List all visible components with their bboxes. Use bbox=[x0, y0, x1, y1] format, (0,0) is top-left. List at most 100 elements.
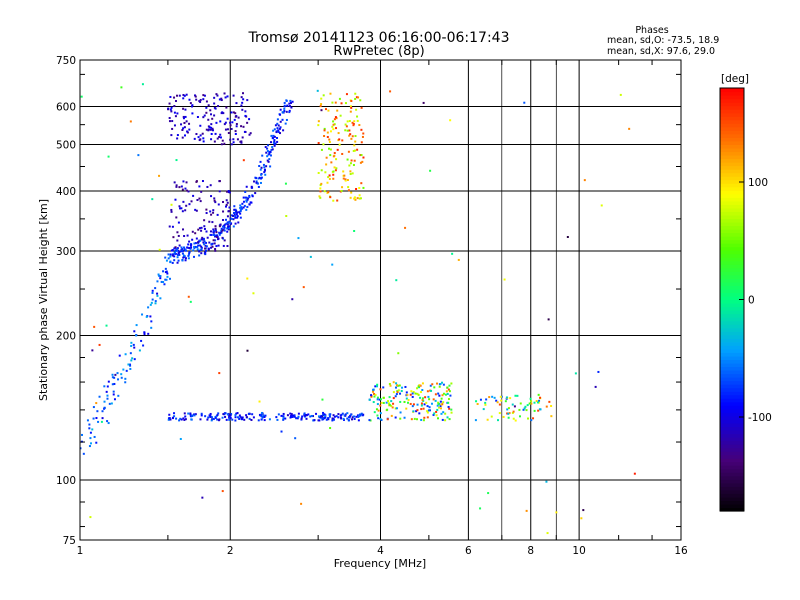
data-point bbox=[283, 107, 286, 110]
data-point bbox=[317, 124, 320, 127]
data-point bbox=[165, 270, 168, 273]
data-point bbox=[211, 242, 214, 245]
data-point bbox=[234, 416, 237, 419]
data-point bbox=[439, 407, 442, 410]
data-point bbox=[282, 412, 285, 415]
data-point bbox=[354, 140, 357, 143]
data-point bbox=[194, 232, 197, 235]
data-point bbox=[226, 215, 229, 218]
data-point bbox=[214, 235, 217, 238]
data-point bbox=[229, 121, 232, 124]
data-point bbox=[266, 159, 269, 162]
data-point bbox=[440, 403, 443, 406]
data-point bbox=[215, 245, 218, 248]
data-point bbox=[251, 195, 254, 198]
data-point bbox=[198, 254, 201, 257]
data-point bbox=[405, 407, 408, 410]
data-point bbox=[214, 225, 217, 228]
data-point bbox=[353, 120, 356, 123]
colorbar-tick-labels: 100 0 -100 bbox=[748, 177, 772, 424]
data-point bbox=[181, 259, 184, 262]
data-point bbox=[250, 418, 253, 421]
colorbar-segment bbox=[720, 465, 744, 470]
data-point bbox=[511, 411, 514, 414]
data-point bbox=[189, 244, 192, 247]
data-point bbox=[447, 401, 450, 404]
data-point bbox=[332, 414, 335, 417]
data-point bbox=[507, 412, 510, 415]
data-point bbox=[527, 417, 530, 420]
colorbar-segment bbox=[720, 236, 744, 241]
data-point bbox=[258, 165, 261, 168]
colorbar-segment bbox=[720, 260, 744, 265]
data-point bbox=[106, 385, 109, 388]
data-point bbox=[261, 416, 264, 419]
data-point bbox=[395, 393, 398, 396]
data-point bbox=[399, 400, 402, 403]
data-point bbox=[232, 94, 235, 97]
data-point bbox=[347, 186, 350, 189]
data-point bbox=[260, 418, 263, 421]
data-point bbox=[217, 244, 220, 247]
data-point bbox=[399, 417, 402, 420]
data-point bbox=[332, 120, 335, 123]
data-point bbox=[318, 195, 321, 198]
data-points bbox=[79, 83, 636, 535]
data-point bbox=[373, 411, 376, 414]
data-point bbox=[129, 120, 132, 123]
data-point bbox=[323, 190, 326, 193]
data-point bbox=[348, 164, 351, 167]
data-point bbox=[170, 210, 173, 213]
data-point bbox=[201, 236, 204, 239]
data-point bbox=[437, 401, 440, 404]
data-point bbox=[352, 164, 355, 167]
data-point bbox=[120, 376, 123, 379]
data-point bbox=[189, 415, 192, 418]
colorbar-segment bbox=[720, 91, 744, 96]
data-point bbox=[181, 129, 184, 132]
data-point bbox=[362, 413, 365, 416]
data-point bbox=[228, 210, 231, 213]
data-point bbox=[197, 240, 200, 243]
data-point bbox=[182, 115, 185, 118]
data-point bbox=[523, 407, 526, 410]
data-point bbox=[205, 106, 208, 109]
data-point bbox=[228, 418, 231, 421]
data-point bbox=[442, 392, 445, 395]
data-point bbox=[97, 420, 100, 423]
data-point bbox=[198, 197, 201, 200]
data-point bbox=[349, 173, 352, 176]
data-point bbox=[217, 203, 220, 206]
data-point bbox=[240, 416, 243, 419]
data-point bbox=[266, 147, 269, 150]
data-point bbox=[236, 216, 239, 219]
data-point bbox=[171, 254, 174, 257]
data-point bbox=[331, 125, 334, 128]
data-point bbox=[259, 181, 262, 184]
colorbar-segment bbox=[720, 169, 744, 174]
data-point bbox=[416, 409, 419, 412]
data-point bbox=[158, 248, 161, 251]
data-point bbox=[267, 160, 270, 163]
data-point bbox=[282, 418, 285, 421]
data-point bbox=[174, 115, 177, 118]
data-point bbox=[537, 393, 540, 396]
data-point bbox=[373, 392, 376, 395]
colorbar-segment bbox=[720, 278, 744, 283]
data-point bbox=[100, 420, 103, 423]
data-point bbox=[457, 258, 460, 261]
data-point bbox=[184, 415, 187, 418]
data-point bbox=[176, 134, 179, 137]
colorbar-segment bbox=[720, 359, 744, 364]
colorbar-segment bbox=[720, 133, 744, 138]
data-point bbox=[360, 106, 363, 109]
data-point bbox=[218, 135, 221, 138]
data-point bbox=[350, 100, 353, 103]
data-point bbox=[332, 173, 335, 176]
data-point bbox=[228, 413, 231, 416]
data-point bbox=[181, 210, 184, 213]
colorbar-segment bbox=[720, 338, 744, 343]
data-point bbox=[173, 412, 176, 415]
data-point bbox=[525, 509, 528, 512]
data-point bbox=[548, 400, 551, 403]
